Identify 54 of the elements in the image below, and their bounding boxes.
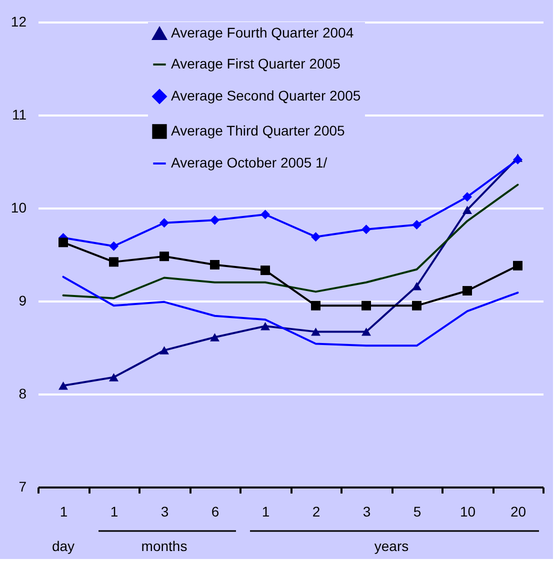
point [260, 266, 270, 276]
legend-label: Average First Quarter 2005 [171, 56, 341, 72]
y-tick-label: 12 [10, 14, 27, 30]
point [362, 328, 371, 336]
legend-label: Average Third Quarter 2005 [171, 122, 346, 138]
x-tick-label: 10 [460, 504, 476, 520]
x-tick-label: 5 [413, 504, 422, 520]
point [260, 210, 270, 220]
point [210, 333, 220, 342]
point [160, 252, 169, 262]
x-tick-label: 3 [160, 504, 169, 520]
x-tick-label: 6 [211, 504, 220, 520]
point [362, 300, 371, 310]
point [513, 154, 522, 164]
point [160, 346, 169, 354]
point [109, 257, 118, 267]
legend-label: Average Fourth Quarter 2004 [171, 24, 354, 40]
point [160, 218, 169, 228]
x-tick-label: 2 [312, 504, 320, 520]
text: months [141, 538, 188, 554]
y-tick-label: 11 [12, 106, 27, 122]
point [513, 260, 522, 270]
point [260, 322, 270, 330]
x-tick-label: 20 [510, 504, 526, 520]
text: years [374, 538, 409, 554]
point [412, 282, 422, 290]
text: day [52, 538, 75, 554]
line-series [62, 184, 519, 300]
point [311, 300, 320, 310]
point [311, 328, 320, 336]
point [58, 382, 68, 390]
point [58, 238, 68, 248]
point [462, 286, 472, 296]
x-tick-label: 1 [60, 504, 68, 520]
point [109, 373, 118, 382]
y-tick-label: 8 [18, 386, 27, 402]
line-series [62, 276, 519, 347]
y-tick-label: 9 [18, 292, 27, 308]
x-tick-label: 1 [262, 504, 270, 520]
point [462, 206, 472, 214]
y-tick-label: 7 [18, 478, 27, 494]
point [210, 260, 220, 270]
point [412, 300, 422, 310]
point [210, 215, 220, 225]
point [311, 232, 320, 242]
point [109, 241, 118, 251]
x-tick-label: 3 [362, 504, 371, 520]
x-tick-label: 1 [110, 504, 118, 520]
point [462, 192, 472, 202]
point [362, 224, 371, 234]
legend-label: Average October 2005 1/ [171, 154, 328, 170]
y-tick-label: 10 [10, 200, 27, 216]
legend-label: Average Second Quarter 2005 [171, 88, 361, 104]
point [412, 220, 422, 230]
